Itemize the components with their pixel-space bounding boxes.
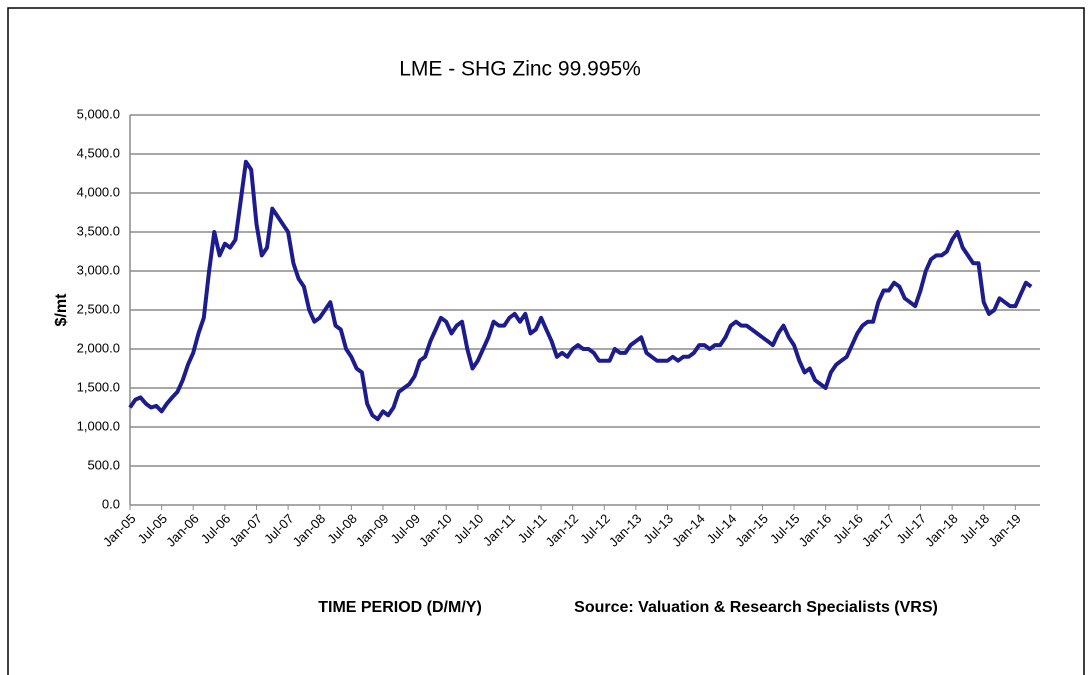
y-axis-title: $/mt bbox=[53, 293, 70, 327]
x-tick-label: Jan-15 bbox=[732, 511, 771, 550]
frame bbox=[7, 7, 1085, 675]
y-tick-label: 1,000.0 bbox=[77, 418, 120, 433]
x-tick-label: Jan-07 bbox=[226, 511, 265, 550]
x-tick-label: Jan-06 bbox=[163, 511, 202, 550]
y-tick-label: 3,000.0 bbox=[77, 262, 120, 277]
x-tick-label: Jan-12 bbox=[543, 511, 582, 550]
y-tick-label: 1,500.0 bbox=[77, 379, 120, 394]
y-tick-label: 4,500.0 bbox=[77, 145, 120, 160]
x-tick-label: Jan-18 bbox=[922, 511, 961, 550]
x-tick-label: Jan-19 bbox=[985, 511, 1024, 550]
x-axis-title: TIME PERIOD (D/M/Y) bbox=[318, 599, 482, 616]
x-tick-label: Jul-10 bbox=[451, 511, 487, 547]
x-tick-label: Jan-14 bbox=[669, 511, 708, 550]
source-note: Source: Valuation & Research Specialists… bbox=[574, 599, 938, 616]
x-tick-label: Jan-10 bbox=[416, 511, 455, 550]
x-tick-label: Jan-08 bbox=[290, 511, 329, 550]
x-tick-label: Jan-09 bbox=[353, 511, 392, 550]
y-tick-label: 0.0 bbox=[102, 496, 120, 511]
y-tick-label: 5,000.0 bbox=[77, 106, 120, 121]
y-tick-label: 2,500.0 bbox=[77, 301, 120, 316]
y-tick-label: 4,000.0 bbox=[77, 184, 120, 199]
y-tick-label: 2,000.0 bbox=[77, 340, 120, 355]
x-tick-label: Jan-17 bbox=[859, 511, 898, 550]
x-tick-label: Jan-13 bbox=[606, 511, 645, 550]
chart-title: LME - SHG Zinc 99.995% bbox=[399, 58, 641, 81]
x-tick-label: Jan-16 bbox=[795, 511, 834, 550]
y-tick-label: 500.0 bbox=[87, 457, 120, 472]
x-tick-label: Jan-05 bbox=[100, 511, 139, 550]
y-tick-label: 3,500.0 bbox=[77, 223, 120, 238]
x-tick-label: Jan-11 bbox=[480, 511, 518, 549]
data-line bbox=[128, 159, 1033, 422]
